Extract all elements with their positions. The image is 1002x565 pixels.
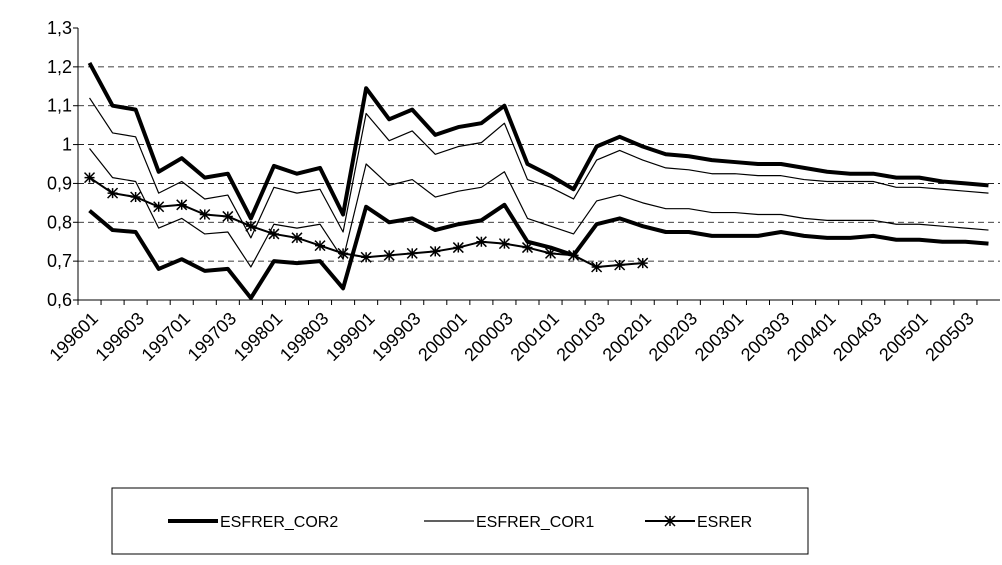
marker: [521, 242, 534, 254]
marker: [153, 201, 165, 213]
series: [89, 97, 989, 239]
marker: [199, 208, 211, 221]
marker: [83, 172, 96, 184]
marker: [406, 247, 418, 259]
marker: [291, 232, 303, 244]
series: [87, 62, 989, 221]
series: [89, 148, 989, 268]
marker: [568, 249, 580, 261]
x-tick-label: 200001: [414, 308, 471, 365]
x-tick-label: 199603: [91, 308, 148, 365]
x-tick-label: 200503: [921, 308, 978, 365]
y-tick-label: 1,1: [47, 96, 72, 116]
series: [83, 172, 649, 273]
marker: [452, 242, 464, 254]
line: [89, 97, 989, 239]
x-tick-label: 200401: [783, 308, 840, 365]
x-tick-label: 199701: [138, 308, 195, 365]
marker: [360, 251, 372, 263]
line: [89, 148, 989, 268]
x-tick-label: 199803: [276, 308, 333, 365]
marker: [176, 199, 188, 211]
x-tick-label: 200203: [645, 308, 702, 365]
y-tick-label: 0,9: [47, 173, 72, 193]
x-tick-label: 200501: [875, 308, 932, 365]
legend-marker: [664, 515, 676, 527]
marker: [591, 261, 603, 273]
x-tick-label: 199903: [368, 308, 425, 365]
legend-label: ESRER: [697, 514, 752, 531]
marker: [268, 228, 280, 240]
x-tick-label: 200403: [829, 308, 886, 365]
x-tick-label: 199901: [322, 308, 379, 365]
x-tick-label: 200301: [691, 308, 748, 365]
marker: [498, 238, 510, 250]
marker: [614, 259, 626, 271]
marker: [222, 210, 234, 222]
marker: [637, 257, 649, 269]
x-tick-label: 199601: [45, 308, 102, 365]
x-tick-label: 200201: [599, 308, 656, 365]
marker: [314, 240, 326, 252]
x-tick-label: 199801: [230, 308, 287, 365]
x-tick-label: 200103: [552, 308, 609, 365]
y-tick-label: 1,3: [47, 18, 72, 38]
marker: [245, 220, 257, 232]
y-tick-label: 0,8: [47, 212, 72, 232]
line: [87, 62, 989, 221]
legend-label: ESFRER_COR1: [476, 514, 594, 531]
line: [88, 202, 989, 301]
x-tick-label: 200003: [460, 308, 517, 365]
x-tick-label: 199703: [184, 308, 241, 365]
x-tick-label: 200303: [737, 308, 794, 365]
marker: [475, 236, 487, 248]
marker: [337, 247, 349, 259]
series: [88, 202, 989, 301]
y-tick-label: 1,2: [47, 57, 72, 77]
x-tick-label: 200101: [506, 308, 563, 365]
marker: [130, 191, 142, 203]
y-tick-label: 0,7: [47, 251, 72, 271]
marker: [429, 245, 441, 257]
y-tick-label: 0,6: [47, 290, 72, 310]
marker: [383, 249, 395, 261]
marker: [107, 187, 119, 199]
y-tick-label: 1: [62, 135, 72, 155]
marker: [544, 247, 557, 259]
legend-label: ESFRER_COR2: [220, 514, 338, 531]
